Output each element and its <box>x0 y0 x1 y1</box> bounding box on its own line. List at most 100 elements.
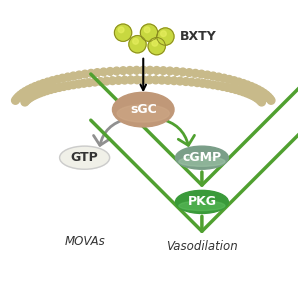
Circle shape <box>33 90 41 98</box>
Ellipse shape <box>179 157 225 166</box>
Circle shape <box>246 90 253 98</box>
Circle shape <box>170 77 178 85</box>
Circle shape <box>113 67 120 75</box>
Ellipse shape <box>179 201 225 211</box>
Circle shape <box>28 84 35 92</box>
Circle shape <box>253 94 261 102</box>
Circle shape <box>228 85 236 92</box>
Circle shape <box>199 80 207 87</box>
Circle shape <box>182 78 190 86</box>
Circle shape <box>69 72 77 80</box>
Ellipse shape <box>117 105 169 122</box>
Ellipse shape <box>60 146 110 169</box>
Circle shape <box>109 77 117 85</box>
Circle shape <box>235 78 243 86</box>
Circle shape <box>251 84 259 92</box>
Circle shape <box>146 66 154 74</box>
Circle shape <box>114 24 132 41</box>
Circle shape <box>60 83 67 90</box>
Circle shape <box>266 95 274 102</box>
Circle shape <box>255 95 263 103</box>
Circle shape <box>144 27 150 33</box>
Circle shape <box>59 74 66 82</box>
Circle shape <box>148 38 165 55</box>
Circle shape <box>28 93 35 100</box>
Circle shape <box>230 77 238 85</box>
Circle shape <box>106 68 114 75</box>
Circle shape <box>158 76 166 84</box>
Text: Vasodilation: Vasodilation <box>166 240 238 253</box>
Circle shape <box>13 95 21 102</box>
Circle shape <box>119 67 127 74</box>
Circle shape <box>257 88 265 95</box>
Circle shape <box>53 76 61 83</box>
Circle shape <box>243 81 251 89</box>
Circle shape <box>140 24 158 41</box>
Circle shape <box>26 94 33 102</box>
Circle shape <box>49 77 56 85</box>
Ellipse shape <box>112 92 174 127</box>
Circle shape <box>69 81 77 89</box>
Circle shape <box>257 97 264 104</box>
Circle shape <box>209 81 217 89</box>
Circle shape <box>166 67 174 75</box>
Circle shape <box>21 98 29 106</box>
Circle shape <box>127 76 135 84</box>
Circle shape <box>75 71 83 79</box>
Circle shape <box>209 72 217 80</box>
Circle shape <box>267 97 275 104</box>
Circle shape <box>232 86 240 93</box>
Circle shape <box>176 77 184 85</box>
Circle shape <box>43 87 51 94</box>
Circle shape <box>17 91 24 99</box>
Circle shape <box>185 69 193 76</box>
Circle shape <box>129 36 146 53</box>
Circle shape <box>204 71 211 79</box>
Circle shape <box>24 86 32 94</box>
Circle shape <box>251 93 259 100</box>
Circle shape <box>157 28 174 45</box>
Circle shape <box>115 76 122 84</box>
Circle shape <box>192 69 199 77</box>
Ellipse shape <box>176 146 228 169</box>
Circle shape <box>239 80 247 87</box>
Circle shape <box>247 82 255 90</box>
Circle shape <box>198 70 205 78</box>
Circle shape <box>12 97 19 104</box>
Circle shape <box>97 78 105 86</box>
Circle shape <box>179 68 187 76</box>
Circle shape <box>118 27 124 33</box>
FancyArrowPatch shape <box>94 119 127 146</box>
Circle shape <box>75 80 82 88</box>
Text: BXTY: BXTY <box>180 30 217 43</box>
Circle shape <box>236 87 243 94</box>
Circle shape <box>152 76 159 84</box>
Circle shape <box>224 84 231 92</box>
Circle shape <box>133 66 140 74</box>
Circle shape <box>24 95 32 103</box>
Circle shape <box>215 73 223 81</box>
Circle shape <box>161 31 166 37</box>
Circle shape <box>262 91 270 99</box>
Circle shape <box>47 86 55 93</box>
Circle shape <box>36 89 44 97</box>
Circle shape <box>139 76 147 84</box>
Circle shape <box>225 76 233 83</box>
Text: GTP: GTP <box>71 151 98 164</box>
Circle shape <box>80 80 88 87</box>
Ellipse shape <box>176 190 228 214</box>
Circle shape <box>100 68 108 76</box>
Text: cGMP: cGMP <box>182 151 221 164</box>
Circle shape <box>64 73 72 81</box>
Circle shape <box>188 78 195 86</box>
Circle shape <box>15 93 22 100</box>
Circle shape <box>133 76 141 84</box>
Circle shape <box>239 88 247 96</box>
Circle shape <box>94 69 101 76</box>
Circle shape <box>258 98 266 106</box>
Circle shape <box>173 68 180 75</box>
Circle shape <box>65 82 72 89</box>
Circle shape <box>55 84 63 92</box>
Circle shape <box>103 77 110 85</box>
Circle shape <box>31 82 39 90</box>
